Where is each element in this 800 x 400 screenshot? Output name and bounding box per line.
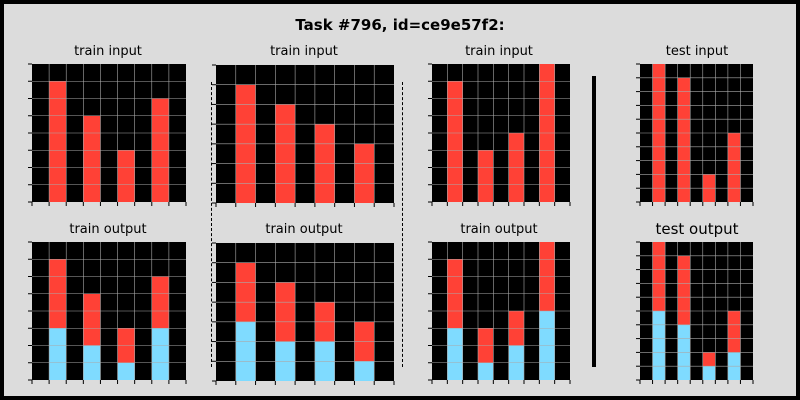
bar-blue-2 (702, 366, 716, 380)
bar-blue-0 (447, 328, 463, 380)
figure-title: Task #796, id=ce9e57f2: (295, 16, 505, 34)
bar-blue-3 (354, 361, 375, 381)
bar-blue-1 (478, 362, 494, 380)
bar-red-3 (727, 311, 741, 353)
train-output-grid-3 (428, 241, 571, 384)
bar-red-3 (354, 143, 375, 203)
bar-red-0 (49, 81, 67, 202)
bar-red-1 (677, 255, 691, 325)
bar-red-3 (727, 133, 741, 202)
train-input-grid-2 (212, 64, 395, 207)
grid-svg (428, 241, 571, 384)
panel-label: train output (69, 222, 147, 237)
grid-svg (28, 63, 187, 206)
bar-blue-0 (652, 311, 666, 380)
bar-red-1 (83, 115, 101, 202)
bar-red-0 (447, 81, 463, 202)
bar-red-2 (117, 150, 135, 202)
bar-red-1 (83, 293, 101, 346)
grid-svg (28, 241, 187, 384)
train-output-grid-1 (28, 241, 187, 384)
test-input-grid (636, 63, 754, 206)
train-input-grid-3 (428, 63, 571, 206)
test-output-grid (636, 241, 754, 384)
panel-label: test input (665, 44, 729, 59)
dashed-separator-right (402, 82, 403, 367)
grid-svg (212, 64, 395, 207)
bar-blue-0 (49, 328, 67, 380)
grid-svg (428, 63, 571, 206)
bar-red-2 (702, 352, 716, 367)
bar-blue-3 (151, 328, 169, 380)
panel-label: test output (655, 220, 739, 238)
bar-red-1 (275, 104, 296, 203)
bar-red-1 (275, 282, 296, 342)
bar-blue-2 (117, 362, 135, 380)
dashed-separator-left (211, 82, 212, 367)
grid-svg (212, 242, 395, 385)
panel-label: train input (74, 44, 142, 59)
grid-svg (636, 63, 754, 206)
test-separator (592, 76, 596, 367)
bar-red-0 (652, 242, 666, 311)
panel-label: train input (465, 44, 533, 59)
panel-label: train output (265, 222, 343, 237)
bar-red-0 (235, 262, 256, 322)
train-output-grid-2 (212, 242, 395, 385)
grid-svg (636, 241, 754, 384)
bar-red-3 (151, 276, 169, 329)
bar-red-1 (677, 77, 691, 202)
panel-label: train output (460, 222, 538, 237)
panel-label: train input (270, 44, 338, 59)
bar-blue-0 (235, 321, 256, 381)
train-input-grid-1 (28, 63, 187, 206)
bar-red-1 (478, 150, 494, 202)
